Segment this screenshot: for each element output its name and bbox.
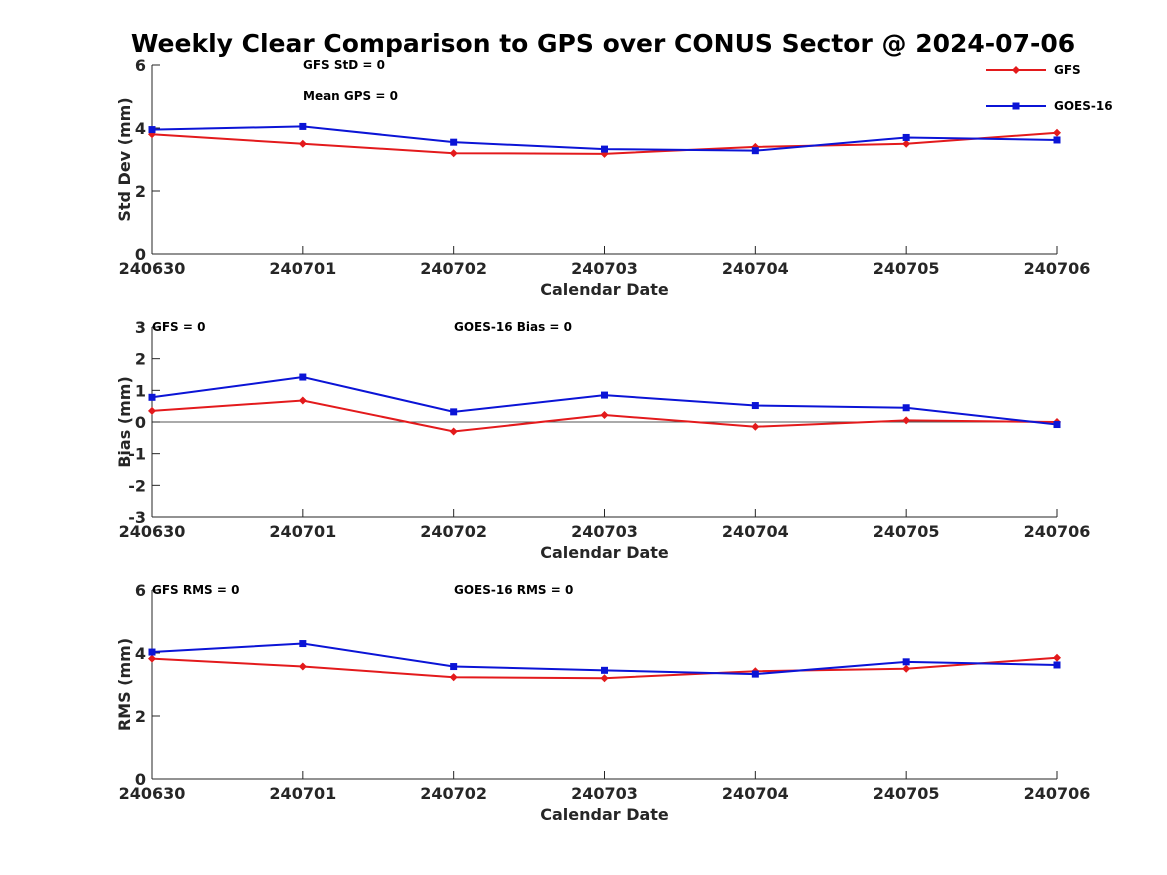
x-tick-label: 240701	[269, 784, 336, 803]
y-tick-label: 6	[135, 581, 146, 600]
data-point	[299, 640, 307, 648]
x-tick-label: 240705	[873, 784, 940, 803]
x-tick-label: 240701	[269, 259, 336, 278]
y-tick-label: 0	[135, 770, 146, 789]
y-tick-label: -1	[128, 445, 146, 464]
data-point	[449, 673, 458, 682]
x-axis-label: Calendar Date	[540, 805, 669, 824]
data-point	[902, 139, 911, 148]
annotation-text: GOES-16 RMS = 0	[454, 583, 573, 597]
data-point	[600, 411, 609, 420]
legend-marker	[1012, 102, 1020, 110]
data-point	[148, 648, 156, 656]
x-tick-label: 240706	[1024, 522, 1091, 541]
annotation-text: GFS RMS = 0	[152, 583, 239, 597]
x-tick-label: 240701	[269, 522, 336, 541]
data-point	[902, 416, 911, 425]
data-point	[601, 391, 608, 399]
y-tick-label: 0	[135, 245, 146, 264]
data-point	[601, 666, 608, 674]
data-point	[298, 662, 307, 671]
y-tick-label: 2	[135, 350, 146, 369]
data-point	[902, 404, 910, 412]
y-tick-label: 1	[135, 381, 146, 400]
panel-3: 0 2 4 6 240630 240701 240702 240703 240704 240705…	[115, 581, 1090, 824]
x-tick-label: 240704	[722, 784, 789, 803]
annotation-text: GFS StD = 0	[303, 58, 385, 72]
x-tick-label: 240702	[420, 259, 487, 278]
data-point	[1053, 653, 1061, 662]
y-axis-label: Std Dev (mm)	[115, 97, 134, 221]
panel-2: -3 -2 -1 0 1 2 3 240630 240701 240702 240703 240704…	[115, 318, 1090, 562]
x-tick-label: 240704	[722, 259, 789, 278]
panel-1: 0 2 4 6 240630 240701 240702 240703 240704 240705…	[115, 56, 1113, 299]
data-point	[1053, 661, 1061, 669]
y-tick-label: 4	[135, 644, 146, 663]
x-tick-label: 240705	[873, 259, 940, 278]
x-tick-label: 240705	[873, 522, 940, 541]
y-axis-label: Bias (mm)	[115, 376, 134, 468]
annotation-text: Mean GPS = 0	[303, 89, 398, 103]
legend: GFS GOES-16	[986, 63, 1113, 113]
data-point	[450, 663, 458, 671]
x-axis-label: Calendar Date	[540, 280, 669, 299]
data-point	[450, 138, 458, 146]
legend-marker	[1012, 66, 1020, 74]
x-tick-label: 240702	[420, 784, 487, 803]
y-tick-label: 2	[135, 182, 146, 201]
annotation-text: GFS = 0	[152, 320, 205, 334]
data-point	[148, 393, 156, 401]
x-tick-label: 240703	[571, 784, 638, 803]
data-point	[1053, 421, 1061, 429]
data-point	[751, 670, 759, 678]
y-tick-label: 0	[135, 413, 146, 432]
x-tick-label: 240630	[119, 784, 186, 803]
data-point	[148, 126, 156, 134]
y-tick-label: 3	[135, 318, 146, 337]
data-point	[902, 658, 910, 666]
x-axis-label: Calendar Date	[540, 543, 669, 562]
data-point	[751, 147, 759, 155]
x-tick-label: 240630	[119, 259, 186, 278]
x-tick-label: 240704	[722, 522, 789, 541]
x-tick-label: 240630	[119, 522, 186, 541]
y-tick-label: -2	[128, 476, 146, 495]
chart-title: Weekly Clear Comparison to GPS over CONU…	[131, 29, 1075, 58]
data-point	[601, 145, 608, 153]
data-point	[148, 406, 156, 415]
data-point	[298, 139, 307, 148]
y-tick-label: 4	[135, 119, 146, 138]
annotation-text: GOES-16 Bias = 0	[454, 320, 572, 334]
legend-label: GFS	[1054, 63, 1081, 77]
data-point	[299, 373, 307, 381]
data-point	[148, 654, 156, 663]
data-point	[449, 427, 458, 436]
data-point	[299, 122, 307, 130]
x-tick-label: 240706	[1024, 259, 1091, 278]
x-tick-label: 240703	[571, 259, 638, 278]
x-tick-label: 240706	[1024, 784, 1091, 803]
y-tick-label: 6	[135, 56, 146, 75]
data-point	[1053, 128, 1061, 137]
y-tick-label: -3	[128, 508, 146, 527]
data-point	[902, 664, 911, 673]
data-point	[751, 402, 759, 410]
data-point	[751, 422, 760, 431]
data-point	[902, 133, 910, 141]
y-tick-label: 2	[135, 707, 146, 726]
data-point	[450, 408, 458, 416]
y-axis-label: RMS (mm)	[115, 638, 134, 731]
x-tick-label: 240703	[571, 522, 638, 541]
data-point	[600, 674, 609, 683]
legend-label: GOES-16	[1054, 99, 1113, 113]
x-tick-label: 240702	[420, 522, 487, 541]
data-point	[298, 396, 307, 405]
data-point	[1053, 136, 1061, 144]
data-point	[449, 149, 458, 158]
